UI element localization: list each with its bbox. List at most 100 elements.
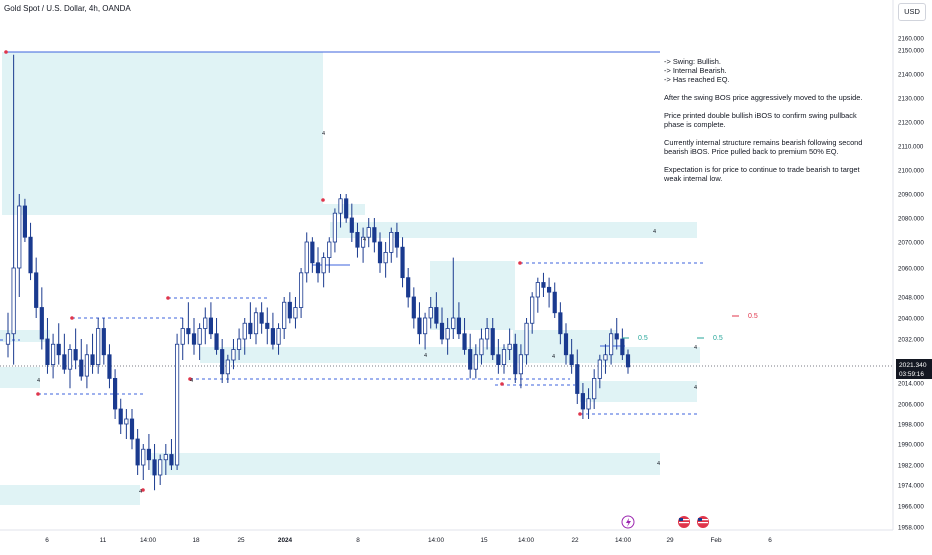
candle-body <box>496 354 501 366</box>
candle-body <box>124 418 129 425</box>
candle-body <box>422 317 428 335</box>
x-tick-label: 6 <box>45 537 49 544</box>
candle-body <box>56 343 61 356</box>
candle-body <box>377 241 383 264</box>
x-tick-label: 6 <box>768 537 772 544</box>
candle-body <box>101 328 106 356</box>
swing-marker <box>36 392 40 396</box>
y-tick-label: 2090.000 <box>898 192 924 199</box>
y-tick-label: 2006.000 <box>898 402 924 409</box>
candle-body <box>338 198 343 214</box>
candle-body <box>609 333 614 356</box>
candle-body <box>236 338 242 350</box>
y-tick-label: 2100.000 <box>898 168 924 175</box>
zone-rect <box>200 347 700 363</box>
x-tick-label: 14:00 <box>615 537 631 544</box>
candle-body <box>191 333 197 345</box>
candle-body <box>45 338 50 366</box>
candle-body <box>107 354 112 379</box>
zone-rect <box>323 204 365 215</box>
x-tick-label: 22 <box>571 537 579 544</box>
candle-body <box>558 312 563 335</box>
candle-body <box>468 349 473 370</box>
candle-body <box>141 448 146 466</box>
candle-body <box>389 231 394 253</box>
candle-body <box>282 301 287 329</box>
y-tick-label: 2150.000 <box>898 48 924 55</box>
y-tick-label: 1990.000 <box>898 442 924 449</box>
candle-body <box>625 354 631 368</box>
swing-marker <box>518 261 522 265</box>
candle-body <box>620 338 625 356</box>
candle-body <box>575 364 580 394</box>
eq-label: 0.5 <box>713 335 723 342</box>
zone-rect <box>2 52 323 215</box>
y-tick-label: 2014.000 <box>898 381 924 388</box>
candle-body <box>586 398 591 410</box>
y-tick-label: 1998.000 <box>898 422 924 429</box>
y-tick-label: 2120.000 <box>898 120 924 127</box>
currency-button[interactable]: USD <box>898 3 926 21</box>
zone-label: 4 <box>552 354 555 360</box>
zone-label: 4 <box>190 378 193 384</box>
candle-body <box>563 333 569 356</box>
note-line: -> Has reached EQ. <box>664 75 730 84</box>
y-tick-label: 2110.000 <box>898 144 924 151</box>
candle-body <box>406 277 411 298</box>
note-line: -> Swing: Bullish. <box>664 57 721 66</box>
candle-body <box>355 231 360 248</box>
candle-body <box>541 282 546 288</box>
candle-body <box>28 236 33 274</box>
candle-body <box>253 312 259 335</box>
candle-body <box>547 286 552 293</box>
zone-label: 4 <box>657 461 660 467</box>
candle-body <box>270 328 275 345</box>
candle-body <box>79 359 84 377</box>
candle-body <box>135 438 140 466</box>
swing-marker <box>141 488 145 492</box>
flag-stripe <box>698 522 708 524</box>
candle-body <box>169 454 174 466</box>
candle-body <box>400 246 405 279</box>
flag-stripe <box>698 519 708 521</box>
candle-body <box>259 312 264 324</box>
chart-title: Gold Spot / U.S. Dollar, 4h, OANDA <box>4 4 131 13</box>
y-tick-label: 2160.000 <box>898 36 924 43</box>
zone-label: 4 <box>424 353 427 359</box>
zone-label: 4 <box>694 385 697 391</box>
y-tick-label: 1974.000 <box>898 483 924 490</box>
note-paragraph: After the swing BOS price aggressively m… <box>664 93 863 102</box>
candle-body <box>197 328 202 345</box>
x-tick-label: 11 <box>100 537 107 544</box>
swing-marker <box>500 382 504 386</box>
candle-body <box>51 343 56 366</box>
zone-rect <box>150 453 660 475</box>
eq-label: 0.5 <box>748 313 758 320</box>
eq-label: 0.5 <box>638 335 648 342</box>
y-tick-label: 2048.000 <box>898 295 924 302</box>
zone-label: 4 <box>37 378 40 384</box>
candle-body <box>248 322 253 335</box>
lightning-glyph <box>626 518 631 527</box>
candle-body <box>490 328 495 356</box>
candle-body <box>603 354 608 361</box>
x-tick-label: 14:00 <box>518 537 534 544</box>
last-price-value: 2021.340 <box>899 362 927 369</box>
candle-body <box>39 307 44 340</box>
candle-body <box>220 349 225 375</box>
candle-body <box>22 205 27 238</box>
candle-body <box>592 377 597 400</box>
candle-body <box>62 354 67 370</box>
flag-stripe <box>679 522 689 524</box>
candle-body <box>332 212 337 243</box>
candle-body <box>315 262 321 274</box>
y-tick-label: 2130.000 <box>898 96 924 103</box>
swing-marker <box>321 198 325 202</box>
note-line: -> Internal Bearish. <box>664 66 727 75</box>
candle-body <box>203 317 208 329</box>
note-paragraph: Expectation is for price to continue to … <box>664 165 860 183</box>
candle-body <box>276 328 281 345</box>
candle-body <box>90 354 95 366</box>
